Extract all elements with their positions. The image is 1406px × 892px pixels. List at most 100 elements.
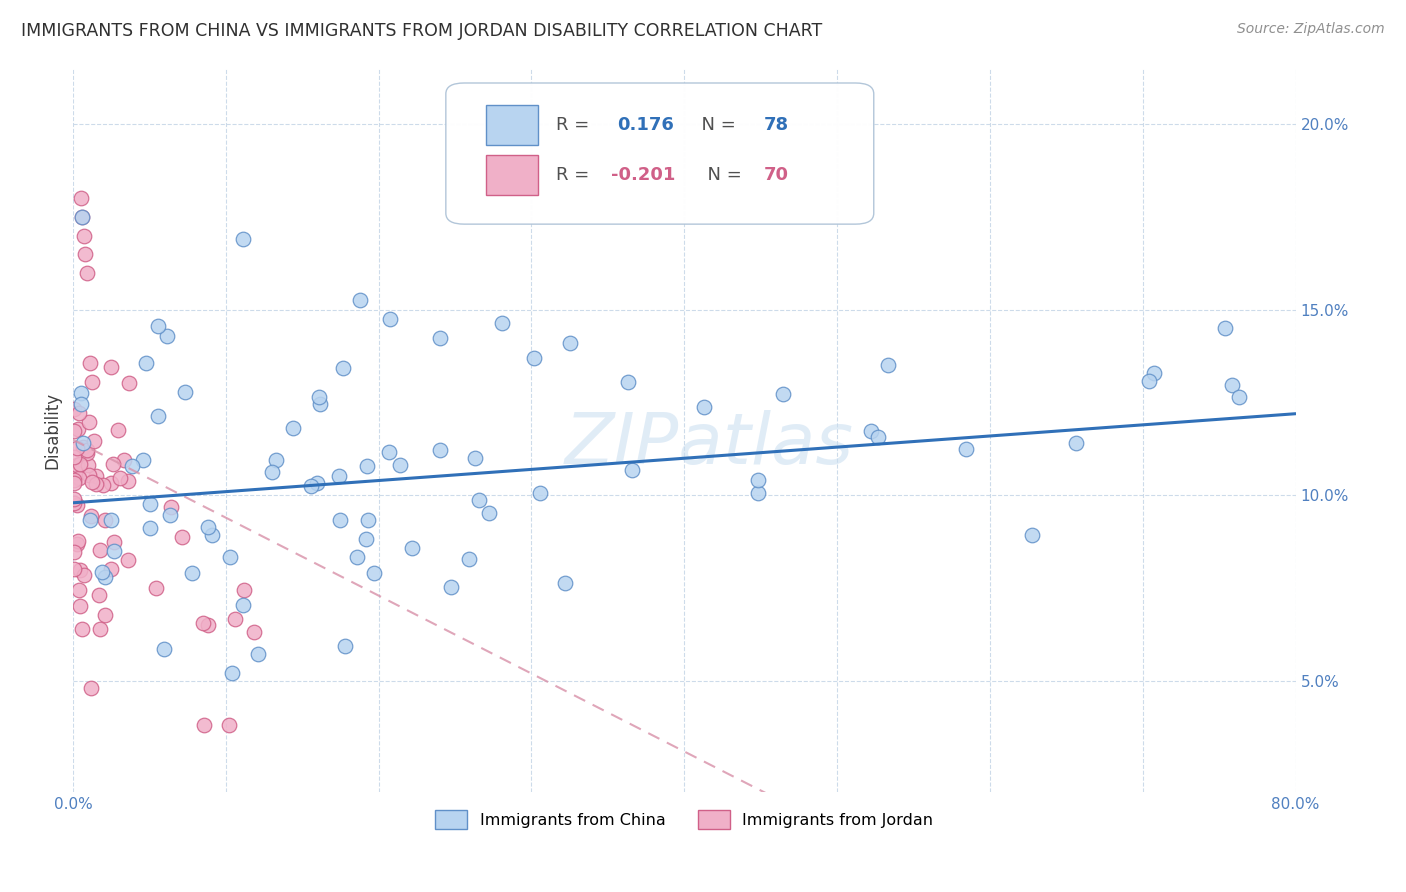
- Point: [457, 552, 479, 566]
- Point: [82, 475, 104, 489]
- Point: [76, 446, 98, 460]
- Point: [247, 647, 270, 661]
- Point: [522, 351, 544, 365]
- Point: [1021, 528, 1043, 542]
- Point: [876, 358, 898, 372]
- Point: [75, 247, 97, 261]
- Point: [67, 422, 90, 436]
- Point: [63, 424, 86, 438]
- Point: [77, 415, 100, 429]
- Point: [67, 406, 90, 420]
- Point: [107, 423, 129, 437]
- Point: [243, 624, 266, 639]
- Point: [67, 583, 90, 598]
- Point: [378, 445, 401, 459]
- Text: IMMIGRANTS FROM CHINA VS IMMIGRANTS FROM JORDAN DISABILITY CORRELATION CHART: IMMIGRANTS FROM CHINA VS IMMIGRANTS FROM…: [21, 22, 823, 40]
- Point: [72, 435, 94, 450]
- Point: [79, 513, 101, 527]
- Point: [554, 575, 576, 590]
- Point: [72, 228, 94, 243]
- Text: 78: 78: [763, 116, 789, 134]
- Point: [72, 440, 94, 454]
- Point: [63, 450, 86, 465]
- Point: [94, 607, 117, 622]
- Point: [260, 465, 283, 479]
- Point: [464, 450, 486, 465]
- Point: [174, 384, 197, 399]
- Point: [66, 466, 89, 480]
- Text: N =: N =: [696, 166, 748, 185]
- Point: [747, 486, 769, 500]
- Point: [218, 718, 240, 732]
- Point: [63, 473, 86, 487]
- Point: [197, 618, 219, 632]
- Point: [191, 616, 214, 631]
- Point: [63, 476, 86, 491]
- Point: [145, 581, 167, 595]
- Text: R =: R =: [555, 166, 595, 185]
- Point: [560, 335, 582, 350]
- Point: [146, 318, 169, 333]
- Text: 0.176: 0.176: [617, 116, 673, 134]
- Point: [84, 477, 107, 491]
- Point: [91, 565, 114, 579]
- Point: [94, 570, 117, 584]
- Point: [307, 475, 329, 490]
- Point: [232, 599, 254, 613]
- Point: [1064, 436, 1087, 450]
- Point: [747, 474, 769, 488]
- Point: [121, 459, 143, 474]
- Point: [91, 477, 114, 491]
- Point: [76, 443, 98, 458]
- Text: -0.201: -0.201: [610, 166, 675, 185]
- Point: [118, 376, 141, 391]
- Point: [69, 563, 91, 577]
- Point: [955, 442, 977, 457]
- Point: [117, 474, 139, 488]
- Point: [63, 492, 86, 507]
- Point: [100, 359, 122, 374]
- Point: [110, 471, 132, 485]
- Point: [69, 457, 91, 471]
- Point: [69, 599, 91, 613]
- Point: [354, 532, 377, 546]
- Point: [139, 521, 162, 535]
- Point: [101, 457, 124, 471]
- Point: [389, 458, 412, 472]
- Point: [491, 316, 513, 330]
- Point: [100, 562, 122, 576]
- Point: [180, 566, 202, 580]
- Point: [146, 409, 169, 423]
- Point: [1137, 374, 1160, 388]
- Point: [84, 469, 107, 483]
- Legend: Immigrants from China, Immigrants from Jordan: Immigrants from China, Immigrants from J…: [429, 804, 939, 835]
- Point: [529, 486, 551, 500]
- Point: [76, 266, 98, 280]
- Point: [100, 513, 122, 527]
- Point: [93, 513, 115, 527]
- Point: [70, 622, 93, 636]
- Point: [69, 191, 91, 205]
- Point: [77, 458, 100, 472]
- Point: [66, 498, 89, 512]
- Point: [132, 453, 155, 467]
- Point: [63, 545, 86, 559]
- Text: ZIPatlas: ZIPatlas: [564, 410, 853, 479]
- Point: [87, 588, 110, 602]
- Point: [63, 495, 86, 509]
- Point: [346, 550, 368, 565]
- Point: [468, 493, 491, 508]
- Point: [70, 397, 93, 411]
- Point: [66, 458, 89, 473]
- Point: [332, 360, 354, 375]
- Point: [866, 430, 889, 444]
- Point: [139, 497, 162, 511]
- Point: [378, 311, 401, 326]
- Point: [363, 566, 385, 581]
- Point: [135, 356, 157, 370]
- Point: [103, 535, 125, 549]
- Point: [328, 469, 350, 483]
- Point: [772, 387, 794, 401]
- Point: [616, 375, 638, 389]
- Bar: [486, 104, 537, 145]
